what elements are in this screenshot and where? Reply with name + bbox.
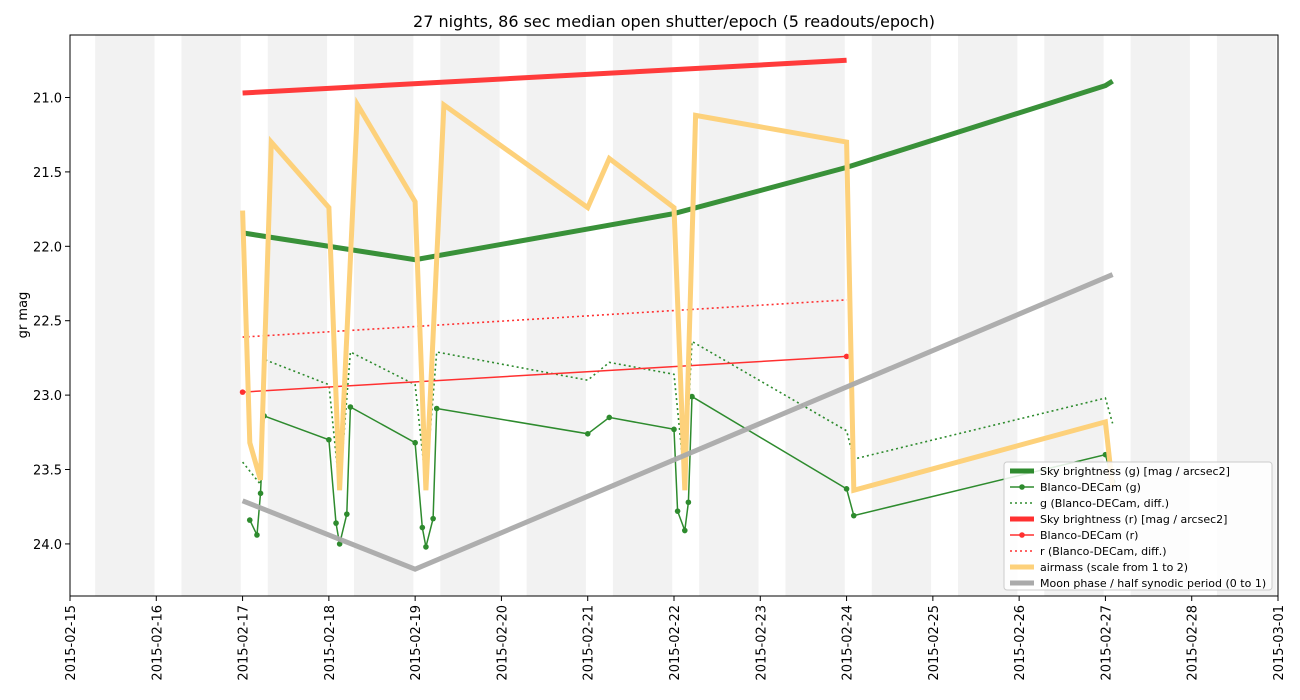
legend-label: Moon phase / half synodic period (0 to 1…: [1040, 577, 1266, 590]
legend-label: Sky brightness (g) [mag / arcsec2]: [1040, 465, 1230, 478]
x-tick-label: 2015-02-25: [927, 605, 942, 681]
series-line: [242, 299, 847, 338]
x-tick-label: 2015-03-01: [1272, 605, 1287, 681]
x-axis: 2015-02-15 2015-02-16 2015-02-17 2015-02-18…: [64, 596, 1287, 681]
night-band: [440, 35, 500, 596]
series-7: [241, 272, 1114, 572]
y-tick-label: 23.0: [33, 389, 62, 404]
legend-label: r (Blanco-DECam, diff.): [1040, 545, 1167, 558]
series-3: [242, 57, 847, 96]
data-point: [430, 515, 436, 522]
series-line: [241, 340, 1114, 491]
y-axis: 21.0 21.5 22.0 22.5 23.0 23.5 24.0: [33, 91, 70, 553]
chart-title: 27 nights, 86 sec median open shutter/ep…: [413, 12, 935, 31]
x-tick-label: 2015-02-18: [323, 605, 338, 681]
series-line: [241, 272, 1114, 572]
x-tick-label: 2015-02-27: [1099, 605, 1114, 681]
data-point: [584, 431, 591, 437]
x-tick-label: 2015-02-22: [668, 605, 683, 681]
data-point: [671, 426, 677, 433]
series-2: [241, 340, 1114, 491]
x-tick-label: 2015-02-21: [582, 605, 597, 681]
x-tick-label: 2015-02-28: [1186, 605, 1201, 681]
data-point: [326, 436, 332, 443]
night-band: [612, 35, 673, 596]
night-band: [267, 35, 328, 596]
series-line: [242, 78, 1114, 263]
y-tick-label: 22.0: [33, 240, 62, 255]
x-tick-label: 2015-02-15: [64, 605, 79, 681]
data-point: [333, 520, 339, 526]
data-point: [843, 486, 850, 492]
series-6: [240, 96, 1116, 494]
y-tick-label: 22.5: [33, 315, 62, 330]
data-point: [433, 405, 440, 412]
legend-label: g (Blanco-DECam, diff.): [1040, 497, 1169, 510]
y-tick-label: 21.0: [33, 91, 62, 106]
legend-label: Sky brightness (r) [mag / arcsec2]: [1040, 513, 1227, 526]
series-5: [242, 299, 847, 338]
y-tick-label: 21.5: [33, 166, 62, 181]
y-axis-label: gr mag: [16, 292, 31, 339]
y-tick-label: 24.0: [33, 538, 62, 553]
legend-marker: [1019, 532, 1025, 538]
data-point: [674, 508, 681, 514]
data-point: [850, 512, 857, 519]
data-point: [257, 490, 264, 497]
data-point: [254, 532, 260, 538]
data-point: [685, 499, 692, 506]
data-point: [423, 544, 429, 550]
x-tick-label: 2015-02-16: [150, 605, 165, 681]
night-band: [181, 35, 241, 596]
data-point: [843, 353, 850, 360]
x-tick-label: 2015-02-19: [409, 605, 424, 681]
night-band: [95, 35, 155, 596]
x-tick-label: 2015-02-26: [1013, 605, 1028, 681]
data-point: [344, 511, 350, 517]
x-tick-label: 2015-02-17: [237, 605, 252, 681]
x-tick-label: 2015-02-20: [495, 605, 510, 681]
legend: Sky brightness (g) [mag / arcsec2] Blanco…: [1003, 461, 1273, 591]
x-tick-label: 2015-02-24: [841, 605, 856, 681]
series-line: [242, 57, 847, 96]
data-point: [239, 389, 246, 395]
data-point: [606, 414, 613, 421]
data-point: [347, 404, 354, 410]
data-point: [419, 524, 426, 531]
series-0: [242, 78, 1114, 263]
x-tick-label: 2015-02-23: [754, 605, 769, 681]
data-point: [412, 439, 418, 446]
legend-label: airmass (scale from 1 to 2): [1040, 561, 1188, 574]
legend-label: Blanco-DECam (g): [1040, 481, 1141, 494]
data-point: [246, 517, 253, 523]
night-band: [871, 35, 932, 596]
series-1: [246, 393, 1116, 550]
series-layer: [239, 57, 1116, 572]
data-point: [681, 527, 688, 534]
legend-marker: [1019, 484, 1025, 490]
data-point: [689, 393, 695, 400]
legend-label: Blanco-DECam (r): [1040, 529, 1138, 542]
night-band: [699, 35, 759, 596]
y-tick-label: 23.5: [33, 464, 62, 479]
legend-box: [1003, 461, 1273, 591]
night-band: [354, 35, 414, 596]
night-band: [785, 35, 845, 596]
series-line: [240, 96, 1116, 494]
